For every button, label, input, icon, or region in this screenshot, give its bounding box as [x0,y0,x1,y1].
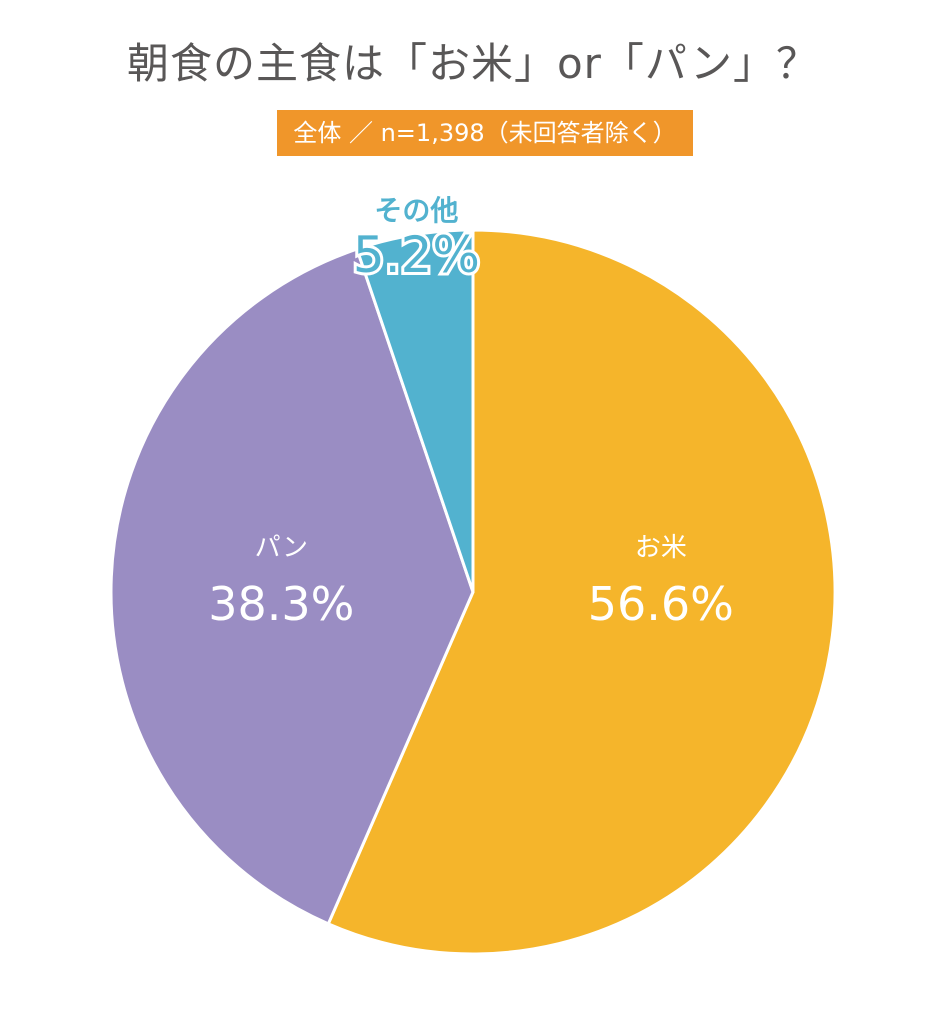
slice-label-3: その他 [374,194,458,227]
slice-value-label-1: 56.6% [588,577,734,631]
slice-label-2: パン [255,533,308,563]
chart-subtitle-badge: 全体 ／ n=1,398（未回答者除く） [277,110,693,156]
pie-slice-2 [109,247,475,926]
pie-slice-1 [326,228,837,956]
chart-title: 朝食の主食は「お米」or「パン」？ [126,39,820,88]
pie-slice-3 [355,228,475,594]
slice-label-1: お米 [635,533,687,563]
slice-value-label-3: 5.2% [353,226,480,284]
slice-value-label-2: 38.3% [208,577,354,631]
